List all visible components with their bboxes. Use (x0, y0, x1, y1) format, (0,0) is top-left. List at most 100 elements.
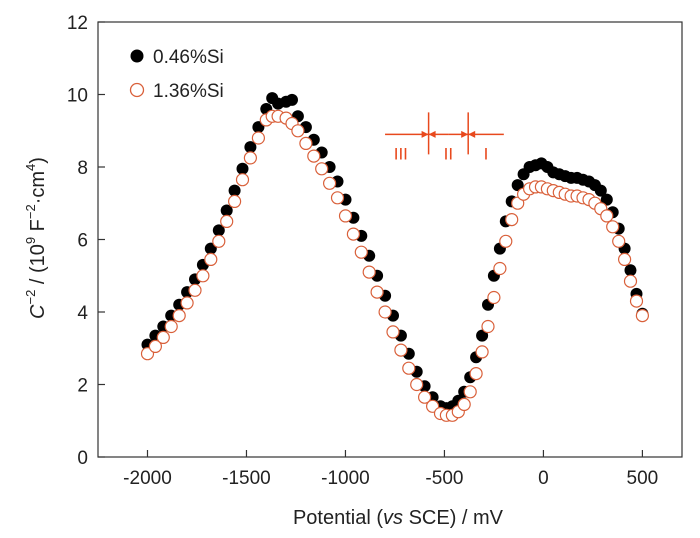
data-point (594, 184, 607, 197)
data-point (235, 173, 250, 187)
legend-label-series-1: 0.46%Si (153, 47, 224, 68)
y-tick-label: 10 (67, 86, 88, 107)
arrow-head (461, 130, 469, 138)
arrow-head (421, 130, 429, 138)
y-tick-label: 2 (77, 376, 88, 397)
data-point (286, 93, 298, 106)
x-tick-label: -2000 (123, 468, 172, 489)
data-point (600, 193, 613, 206)
data-point (299, 136, 313, 150)
data-point (180, 296, 194, 310)
y-tick-label: 6 (77, 231, 88, 252)
data-point (220, 214, 234, 228)
data-point (635, 309, 650, 323)
data-point (505, 213, 519, 227)
data-point (511, 196, 525, 210)
y-tick-label: 12 (67, 13, 88, 34)
x-axis-title: Potential (vs SCE) / mV (293, 507, 504, 529)
data-point (600, 209, 614, 223)
series-0.46%Si (141, 92, 649, 415)
data-point (386, 325, 400, 339)
data-point (487, 290, 501, 305)
arrow-head (428, 130, 436, 138)
x-axis: -2000 -1500 -1000 -500 0 500 (123, 450, 658, 489)
data-point (481, 319, 495, 334)
data-point (172, 309, 186, 323)
data-point (196, 269, 210, 283)
x-tick-label: -1000 (321, 468, 370, 489)
y-tick-label: 0 (77, 448, 88, 469)
data-point (394, 343, 408, 357)
data-point (228, 184, 241, 197)
data-point (323, 176, 337, 190)
data-point (212, 234, 226, 248)
data-point (410, 377, 424, 392)
y-axis-title-mid: / (10 (27, 244, 49, 290)
data-point (476, 329, 489, 342)
annotation: III II I (385, 112, 504, 163)
data-point (606, 220, 620, 234)
x-axis-title-italic: vs (383, 507, 403, 529)
data-point (354, 245, 368, 259)
data-point (612, 234, 626, 248)
y-axis-title: C−2 / (109 F−2·cm4) (23, 157, 49, 319)
data-point (629, 294, 644, 308)
data-point (212, 224, 225, 237)
region-label: II (444, 144, 453, 163)
data-point (204, 252, 218, 266)
x-tick-label: 0 (538, 468, 549, 489)
region-label: III (394, 144, 408, 163)
series-layer (140, 92, 650, 422)
y-axis-title-exp1: −2 (23, 290, 38, 305)
y-axis-title-exp9: 9 (23, 237, 38, 244)
data-point (164, 319, 178, 334)
data-point (188, 283, 202, 297)
x-axis-title-suffix: SCE) / mV (403, 507, 504, 529)
data-point (156, 330, 170, 344)
arrow-head (468, 130, 476, 138)
data-point (499, 234, 513, 248)
x-tick-label: -500 (425, 468, 463, 489)
legend-marker-0.46%Si (130, 49, 144, 63)
data-point (617, 252, 632, 266)
y-axis-title-c: C (27, 304, 49, 319)
x-tick-label: 500 (627, 468, 659, 489)
x-tick-label: -1500 (222, 468, 271, 489)
x-axis-title-prefix: Potential ( (293, 507, 383, 529)
data-point (402, 361, 416, 375)
data-point (463, 385, 477, 399)
data-point (244, 141, 257, 154)
data-point (338, 209, 353, 223)
legend-label-series-2: 1.36%Si (153, 81, 224, 102)
data-point (418, 390, 432, 404)
data-point (220, 204, 233, 217)
data-point (493, 261, 507, 276)
data-point (378, 305, 392, 319)
data-point (251, 131, 265, 145)
legend: 0.46%Si 1.36%Si (129, 47, 224, 102)
data-point (148, 339, 162, 353)
data-point (469, 367, 483, 381)
y-axis-title-close: ) (27, 157, 49, 164)
y-axis-title-unitcm: ·cm (27, 171, 49, 204)
data-point (236, 162, 249, 175)
data-point (291, 124, 305, 138)
data-point (370, 285, 384, 299)
data-point (511, 179, 524, 192)
data-point (307, 149, 321, 163)
data-point (624, 264, 637, 277)
y-axis-title-unitF: F (27, 219, 49, 237)
region-label: I (484, 144, 489, 163)
y-axis: 0 2 4 6 8 10 12 (67, 13, 105, 469)
data-point (243, 151, 257, 165)
data-point (228, 194, 242, 208)
data-point (623, 274, 638, 288)
data-point (330, 191, 345, 205)
y-tick-label: 8 (77, 158, 88, 179)
y-tick-label: 4 (77, 303, 88, 324)
y-axis-title-exp4: 4 (23, 164, 38, 171)
data-point (475, 345, 489, 359)
data-point (346, 227, 360, 241)
legend-marker-1.36%Si (129, 82, 145, 98)
